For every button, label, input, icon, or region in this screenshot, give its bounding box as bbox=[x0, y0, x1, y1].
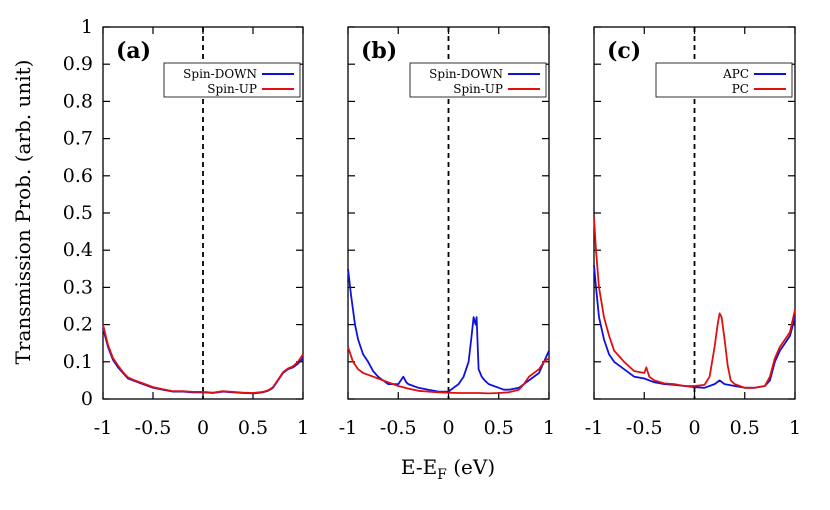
y-tick-label: 0.7 bbox=[63, 128, 93, 150]
legend-label: PC bbox=[732, 82, 749, 96]
series-line-spin-up bbox=[102, 324, 304, 394]
x-axis-title-sub: F bbox=[437, 467, 447, 483]
y-tick-label: 0.1 bbox=[63, 351, 93, 373]
series-line-apc bbox=[593, 265, 796, 389]
series-line-spin-up bbox=[347, 346, 550, 395]
legend-label: Spin-UP bbox=[207, 82, 257, 96]
y-tick-label: 0.5 bbox=[63, 202, 93, 224]
y-tick-label: 0.6 bbox=[63, 165, 93, 187]
x-tick-label: 0.5 bbox=[484, 417, 514, 439]
series-line-pc bbox=[593, 216, 796, 389]
x-tick-label: -0.5 bbox=[135, 417, 172, 439]
legend-box bbox=[655, 62, 793, 98]
x-axis-title-main: E-E bbox=[401, 455, 437, 479]
panel-label: (b) bbox=[361, 38, 397, 64]
y-tick-label: 0.3 bbox=[63, 276, 93, 298]
series-line-spin-down bbox=[347, 268, 550, 393]
x-tick-label: -0.5 bbox=[626, 417, 663, 439]
panel-label: (a) bbox=[116, 38, 151, 64]
y-axis-title: Transmission Prob. (arb. unit) bbox=[11, 60, 35, 365]
legend-box bbox=[409, 62, 547, 98]
x-tick-label: 0 bbox=[442, 417, 454, 439]
x-tick-label: 1 bbox=[789, 417, 801, 439]
x-tick-label: 1 bbox=[543, 417, 555, 439]
x-tick-label: -1 bbox=[339, 417, 358, 439]
x-tick-label: 0 bbox=[688, 417, 700, 439]
y-tick-label: 0.8 bbox=[63, 90, 93, 112]
x-axis-title: E-EF (eV) bbox=[401, 455, 495, 483]
x-tick-label: -1 bbox=[585, 417, 604, 439]
legend-label: Spin-DOWN bbox=[183, 67, 257, 81]
x-tick-label: 1 bbox=[297, 417, 309, 439]
panel-1: -1 -0.5 0 0.5 1 0 0.1 0.2 0.3 0.4 0.5 0.6 0.7 0.8 0.9 1… bbox=[63, 16, 309, 439]
y-tick-label: 0.4 bbox=[63, 239, 93, 261]
legend-label: APC bbox=[722, 67, 749, 81]
legend-label: Spin-UP bbox=[453, 82, 503, 96]
x-tick-label: 0.5 bbox=[238, 417, 268, 439]
y-tick-label: 1 bbox=[81, 16, 93, 38]
panel-label: (c) bbox=[607, 38, 641, 64]
legend-box bbox=[163, 62, 301, 98]
x-tick-label: 0.5 bbox=[730, 417, 760, 439]
x-tick-label: -0.5 bbox=[380, 417, 417, 439]
panels: -1 -0.5 0 0.5 1 0 0.1 0.2 0.3 0.4 0.5 0.6 0.7 0.8 0.9 1… bbox=[63, 16, 801, 439]
y-tick-label: 0 bbox=[81, 388, 93, 410]
x-tick-label: -1 bbox=[94, 417, 113, 439]
x-tick-label: 0 bbox=[197, 417, 209, 439]
y-tick-label: 0.2 bbox=[63, 314, 93, 336]
y-tick-label: 0.9 bbox=[63, 53, 93, 75]
legend-label: Spin-DOWN bbox=[429, 67, 503, 81]
x-axis-title-unit: (eV) bbox=[447, 455, 495, 479]
